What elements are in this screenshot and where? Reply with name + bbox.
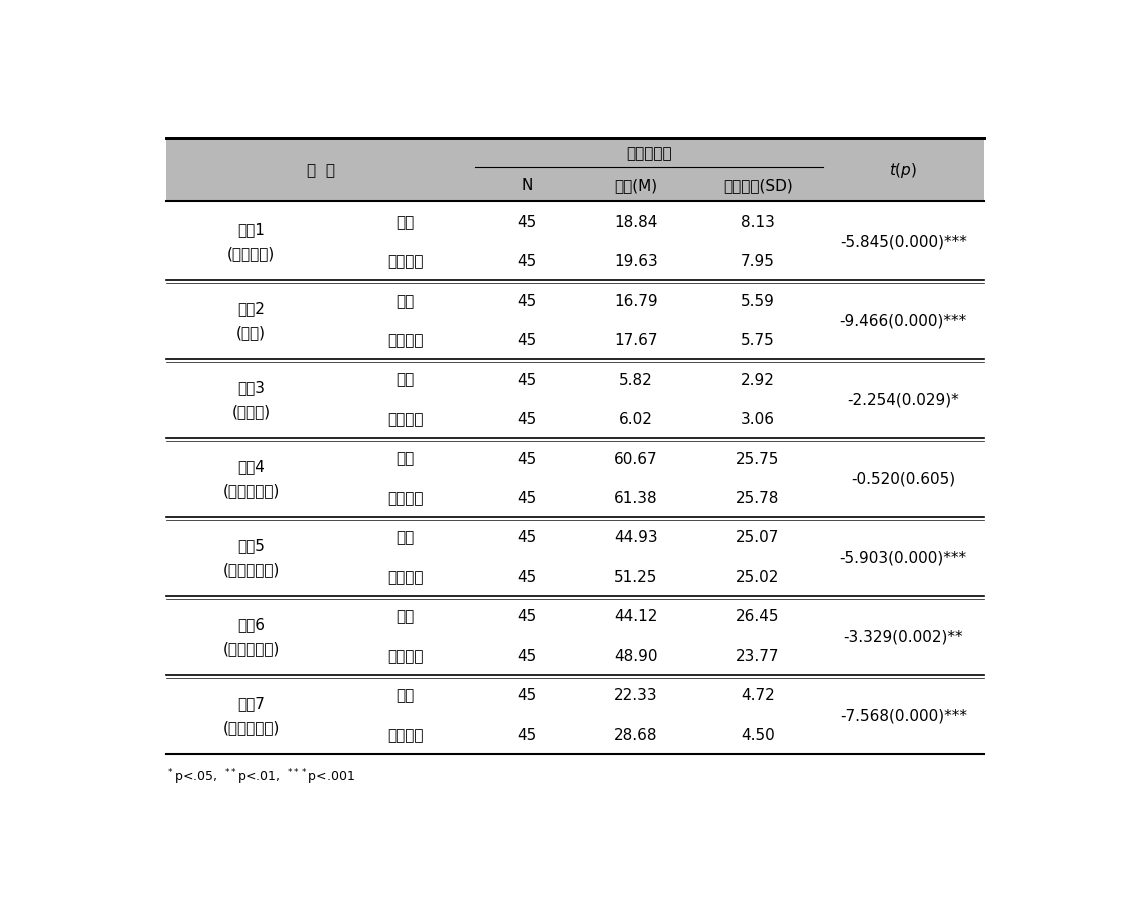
Text: 44.12: 44.12 [614, 608, 657, 624]
Text: -2.254(0.029)*: -2.254(0.029)* [847, 391, 959, 407]
Text: 25.75: 25.75 [736, 451, 780, 466]
Text: 프로그램: 프로그램 [387, 727, 424, 742]
Text: 61.38: 61.38 [614, 491, 657, 505]
Text: 7.95: 7.95 [741, 254, 774, 269]
Text: 45: 45 [517, 491, 536, 505]
Text: 45: 45 [517, 648, 536, 664]
Text: -5.845(0.000)***: -5.845(0.000)*** [840, 234, 967, 249]
Text: $^*$p<.05,  $^{**}$p<.01,  $^{***}$p<.001: $^*$p<.05, $^{**}$p<.01, $^{***}$p<.001 [166, 767, 355, 787]
Text: -9.466(0.000)***: -9.466(0.000)*** [839, 313, 967, 328]
Text: 실측: 실측 [396, 372, 415, 387]
Text: 5.82: 5.82 [619, 372, 653, 387]
Text: -7.568(0.000)***: -7.568(0.000)*** [839, 708, 967, 722]
Text: 5.59: 5.59 [741, 293, 774, 309]
Text: 45: 45 [517, 569, 536, 584]
Text: (수간굽음도): (수간굽음도) [222, 720, 279, 734]
Text: 실측: 실측 [396, 293, 415, 309]
Text: 26.45: 26.45 [736, 608, 780, 624]
Text: 평균(M): 평균(M) [615, 177, 657, 193]
Text: 대응1: 대응1 [237, 222, 265, 237]
Text: 프로그램: 프로그램 [387, 648, 424, 664]
Text: 48.90: 48.90 [614, 648, 657, 664]
Text: 28.68: 28.68 [614, 727, 657, 742]
Text: 5.75: 5.75 [741, 333, 774, 347]
Text: 17.67: 17.67 [614, 333, 657, 347]
Text: N: N [522, 177, 533, 193]
Text: 25.02: 25.02 [736, 569, 780, 584]
Text: (수관활력도): (수관활력도) [222, 482, 279, 498]
Text: 프로그램: 프로그램 [387, 412, 424, 426]
Text: 45: 45 [517, 727, 536, 742]
Text: 기술통계량: 기술통계량 [626, 146, 672, 161]
Text: 프로그램: 프로그램 [387, 333, 424, 347]
Text: 표준편차(SD): 표준편차(SD) [723, 177, 792, 193]
Text: 45: 45 [517, 687, 536, 703]
Text: 6.02: 6.02 [619, 412, 653, 426]
Text: 25.78: 25.78 [736, 491, 780, 505]
Text: 3.06: 3.06 [741, 412, 774, 426]
Text: 18.84: 18.84 [614, 214, 657, 230]
Text: 45: 45 [517, 214, 536, 230]
Text: 프로그램: 프로그램 [387, 569, 424, 584]
Text: (수관폭): (수관폭) [231, 404, 270, 419]
Text: 실측: 실측 [396, 608, 415, 624]
Text: 60.67: 60.67 [614, 451, 657, 466]
Text: 실측: 실측 [396, 214, 415, 230]
Text: 51.25: 51.25 [614, 569, 657, 584]
Text: 45: 45 [517, 372, 536, 387]
Text: (수관손실률): (수관손실률) [222, 562, 279, 576]
Text: 16.79: 16.79 [614, 293, 657, 309]
Text: (수고): (수고) [236, 325, 266, 340]
Text: 45: 45 [517, 530, 536, 545]
Text: 45: 45 [517, 451, 536, 466]
Text: 19.63: 19.63 [614, 254, 657, 269]
Text: 대응2: 대응2 [237, 301, 265, 316]
Text: 22.33: 22.33 [614, 687, 657, 703]
Text: 대응6: 대응6 [237, 617, 265, 631]
Text: -0.520(0.605): -0.520(0.605) [852, 471, 955, 486]
Text: 25.07: 25.07 [736, 530, 780, 545]
Text: 실측: 실측 [396, 687, 415, 703]
Text: 대응5: 대응5 [237, 538, 265, 552]
Text: 대응4: 대응4 [237, 459, 265, 473]
Text: 45: 45 [517, 608, 536, 624]
Text: (흉고직경): (흉고직경) [227, 246, 275, 261]
Text: 45: 45 [517, 333, 536, 347]
Text: 45: 45 [517, 293, 536, 309]
Text: 45: 45 [517, 254, 536, 269]
Text: 4.72: 4.72 [741, 687, 774, 703]
Text: 8.13: 8.13 [741, 214, 774, 230]
Text: 실측: 실측 [396, 451, 415, 466]
Text: (수관고사율): (수관고사율) [222, 641, 279, 655]
Text: 2.92: 2.92 [741, 372, 774, 387]
Text: 프로그램: 프로그램 [387, 491, 424, 505]
Text: $t$($p$): $t$($p$) [890, 161, 918, 180]
Text: 실측: 실측 [396, 530, 415, 545]
Text: 프로그램: 프로그램 [387, 254, 424, 269]
Text: 대응7: 대응7 [237, 696, 265, 710]
Text: 45: 45 [517, 412, 536, 426]
Text: 대응3: 대응3 [237, 380, 265, 395]
Text: 4.50: 4.50 [741, 727, 774, 742]
Text: -3.329(0.002)**: -3.329(0.002)** [844, 629, 963, 643]
Text: -5.903(0.000)***: -5.903(0.000)*** [839, 550, 967, 564]
Text: 44.93: 44.93 [614, 530, 657, 545]
Text: 구  분: 구 분 [306, 163, 334, 178]
Bar [166, 139, 984, 202]
Text: 23.77: 23.77 [736, 648, 780, 664]
